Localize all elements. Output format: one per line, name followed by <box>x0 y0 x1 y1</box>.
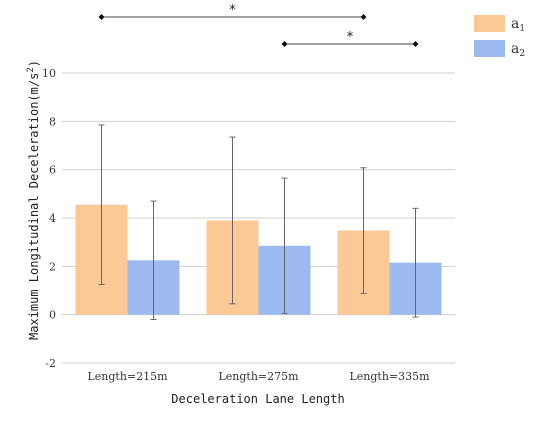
bars <box>75 204 442 315</box>
x-tick-labels: Length=215m Length=275m Length=335m <box>87 370 430 383</box>
legend-swatch-a1 <box>474 15 505 32</box>
significance-marker-1-1 <box>98 14 105 20</box>
y-tick-label-2: 2 <box>49 260 56 273</box>
legend-label-a2: a2 <box>511 41 525 59</box>
error-bars <box>98 124 419 320</box>
y-axis-title-main: Maximum Longitudinal Deceleration(m/s <box>27 73 41 340</box>
y-axis-title-superscript: 2 <box>26 67 36 72</box>
y-tick-label-10: 10 <box>42 67 56 80</box>
legend-label-a1-base: a <box>511 16 519 32</box>
legend-swatch-a2 <box>474 40 505 57</box>
significance-label-1: * <box>229 3 236 18</box>
y-tick-label-8: 8 <box>49 115 56 128</box>
x-tick-label-1: Length=215m <box>87 370 168 383</box>
y-tick-label-4: 4 <box>49 212 56 225</box>
y-tick-label--2: -2 <box>45 357 56 370</box>
legend-label-a1: a1 <box>511 16 525 34</box>
significance-marker-1-2 <box>360 14 367 20</box>
legend-label-a2-sub: 2 <box>519 49 525 59</box>
y-axis-title-close: ) <box>27 60 41 67</box>
x-tick-label-3: Length=335m <box>349 370 430 383</box>
significance-marker-2-1 <box>281 41 288 47</box>
legend-label-a2-base: a <box>511 41 519 57</box>
y-tick-label-6: 6 <box>49 164 56 177</box>
y-tick-label-0: 0 <box>49 309 56 322</box>
significance-label-2: * <box>347 30 354 45</box>
significance-brackets: ** <box>98 3 419 47</box>
legend-label-a1-sub: 1 <box>519 24 525 34</box>
y-axis-title: Maximum Longitudinal Deceleration(m/s2) <box>26 60 41 340</box>
legend: a1 a2 <box>474 15 525 59</box>
significance-marker-2-2 <box>412 41 419 47</box>
y-tick-labels: -2 0 2 4 6 8 10 <box>42 67 56 370</box>
x-tick-label-2: Length=275m <box>218 370 299 383</box>
x-axis-title: Deceleration Lane Length <box>171 392 344 406</box>
